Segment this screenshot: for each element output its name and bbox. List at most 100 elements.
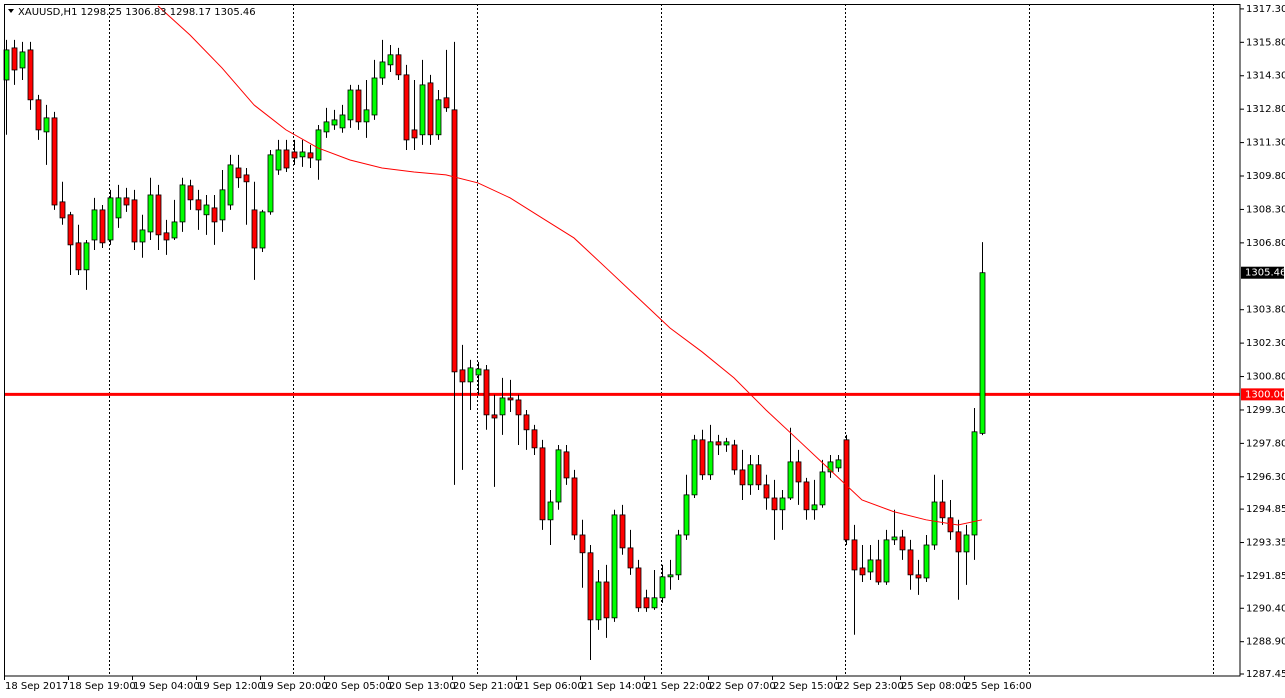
- candle-body: [523, 414, 530, 431]
- candle-body: [203, 204, 210, 216]
- candle-body: [819, 471, 826, 506]
- header-high: 1306.83: [125, 7, 166, 18]
- candle-body: [219, 189, 226, 221]
- candle-body: [947, 517, 954, 533]
- y-tick-label: 1317.30: [1246, 4, 1285, 15]
- candle-body: [699, 439, 706, 476]
- candle-body: [571, 477, 578, 536]
- x-tick-label: 20 Sep 13:00: [389, 681, 456, 692]
- level-label-box: [1241, 388, 1284, 401]
- candle-body: [563, 451, 570, 479]
- candle-body: [611, 514, 618, 619]
- candle-body: [155, 194, 162, 236]
- y-tick-label: 1287.45: [1246, 669, 1285, 680]
- price-label: 1305.46: [1245, 268, 1285, 279]
- x-tick-label: 25 Sep 08:00: [901, 681, 968, 692]
- x-tick-label: 18 Sep 2017: [5, 681, 68, 692]
- candle-body: [811, 504, 818, 511]
- candle-body: [435, 99, 442, 136]
- y-tick-label: 1297.80: [1246, 438, 1285, 449]
- candle-body: [547, 501, 554, 521]
- candle-body: [507, 397, 514, 401]
- candle-body: [667, 574, 674, 578]
- x-tick-label: 20 Sep 05:00: [325, 681, 392, 692]
- candle-body: [891, 536, 898, 541]
- candle-body: [859, 567, 866, 576]
- candle-body: [131, 199, 138, 243]
- candle-body: [395, 54, 402, 76]
- y-tick-label: 1293.35: [1246, 538, 1285, 549]
- candle-body: [795, 461, 802, 483]
- candle-body: [707, 441, 714, 476]
- candle-body: [139, 229, 146, 243]
- candle-body: [11, 47, 18, 71]
- y-tick-label: 1309.80: [1246, 171, 1285, 182]
- candle-body: [243, 174, 250, 183]
- candle-body: [211, 207, 218, 223]
- candle-body: [379, 61, 386, 79]
- candle-body: [171, 221, 178, 239]
- candle-body: [331, 119, 338, 126]
- candle-body: [555, 449, 562, 503]
- y-tick-label: 1299.30: [1246, 405, 1285, 416]
- chart-header: XAUUSD,H1 1298.25 1306.83 1298.17 1305.4…: [18, 7, 256, 18]
- plot: [3, 5, 1240, 660]
- y-tick-label: 1308.30: [1246, 204, 1285, 215]
- menu-arrow[interactable]: [8, 9, 14, 13]
- candle-body: [635, 567, 642, 609]
- x-tick-label: 18 Sep 19:00: [69, 681, 136, 692]
- candle-body: [627, 547, 634, 569]
- candle-body: [691, 439, 698, 496]
- candle-body: [123, 197, 130, 206]
- candle-body: [283, 149, 290, 169]
- candle-body: [467, 367, 474, 383]
- x-tick-label: 20 Sep 21:00: [453, 681, 520, 692]
- candle-body: [195, 199, 202, 211]
- candle-body: [491, 414, 498, 419]
- x-tick-label: 21 Sep 06:00: [517, 681, 584, 692]
- y-tick-label: 1294.85: [1246, 504, 1285, 515]
- candle-body: [971, 431, 978, 536]
- candle-body: [747, 464, 754, 486]
- candle-body: [651, 597, 658, 609]
- candle-body: [291, 151, 298, 159]
- candle-body: [939, 501, 946, 519]
- candle-body: [675, 534, 682, 576]
- candle-body: [683, 494, 690, 536]
- header-open: 1298.25: [81, 7, 122, 18]
- candle-body: [875, 559, 882, 583]
- y-tick-label: 1302.30: [1246, 338, 1285, 349]
- candle-body: [147, 194, 154, 233]
- candle-body: [419, 84, 426, 136]
- y-tick-label: 1291.85: [1246, 571, 1285, 582]
- candle-body: [827, 461, 834, 473]
- y-tick-label: 1290.40: [1246, 603, 1285, 614]
- candle-body: [843, 439, 850, 541]
- candle-body: [955, 531, 962, 553]
- candle-body: [35, 99, 42, 131]
- candle-body: [323, 121, 330, 133]
- candle-body: [67, 214, 74, 246]
- header-close: 1305.46: [214, 7, 255, 18]
- candle-body: [499, 397, 506, 416]
- candle-body: [603, 581, 610, 619]
- x-tick-label: 22 Sep 23:00: [837, 681, 904, 692]
- candle-body: [483, 369, 490, 416]
- candle-body: [923, 544, 930, 579]
- candle-body: [803, 481, 810, 511]
- candle-body: [475, 368, 482, 376]
- candle-body: [339, 114, 346, 129]
- candle-body: [899, 536, 906, 551]
- candle-body: [867, 559, 874, 573]
- candle-body: [771, 497, 778, 511]
- y-tick-label: 1296.30: [1246, 472, 1285, 483]
- candle-body: [883, 539, 890, 583]
- price-label-box: [1241, 266, 1284, 279]
- y-tick-label: 1306.80: [1246, 238, 1285, 249]
- candle-body: [59, 201, 66, 219]
- y-tick-label: 1311.30: [1246, 138, 1285, 149]
- candle-body: [259, 211, 266, 249]
- candle-body: [459, 369, 466, 383]
- candle-body: [299, 151, 306, 158]
- x-tick-label: 25 Sep 16:00: [965, 681, 1032, 692]
